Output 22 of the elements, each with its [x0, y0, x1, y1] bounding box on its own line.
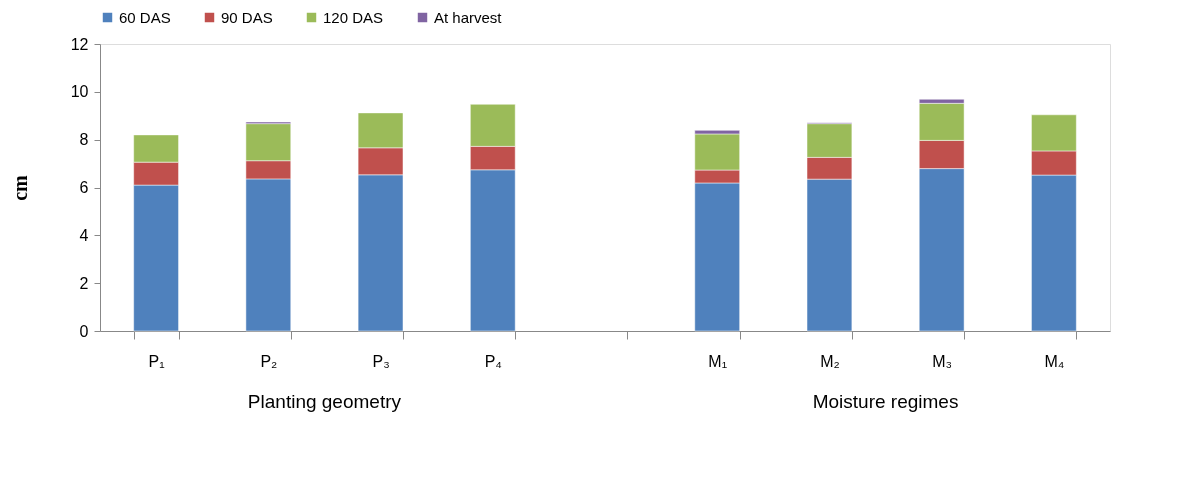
y-tick-label: 0: [79, 322, 89, 340]
text: Planting geometry: [247, 391, 402, 412]
y-tick-label: 6: [79, 179, 89, 196]
y-tick-label: 2: [79, 274, 89, 292]
x-tick-label: M₂: [820, 352, 840, 370]
y-tick-label: 8: [79, 131, 89, 149]
legend-label: 60 DAS: [119, 8, 171, 26]
x-tick-label: P₁: [148, 352, 165, 370]
y-axis-title: cm: [8, 174, 31, 201]
x-tick-label: M₁: [708, 352, 728, 370]
x-tick-label: P₄: [484, 352, 502, 370]
legend-label: 90 DAS: [221, 8, 273, 26]
x-tick-label: P₃: [372, 352, 390, 370]
y-tick-label: 4: [79, 226, 89, 244]
x-tick-label: M₄: [1044, 352, 1065, 370]
y-tick-label: 10: [70, 83, 89, 101]
x-tick-label: P₂: [260, 352, 278, 370]
legend-label: 120 DAS: [323, 8, 384, 26]
legend-label: At harvest: [434, 8, 503, 26]
y-tick-label: 12: [70, 35, 89, 53]
text: Moisture regimes: [812, 391, 959, 412]
x-tick-label: M₃: [932, 352, 953, 370]
